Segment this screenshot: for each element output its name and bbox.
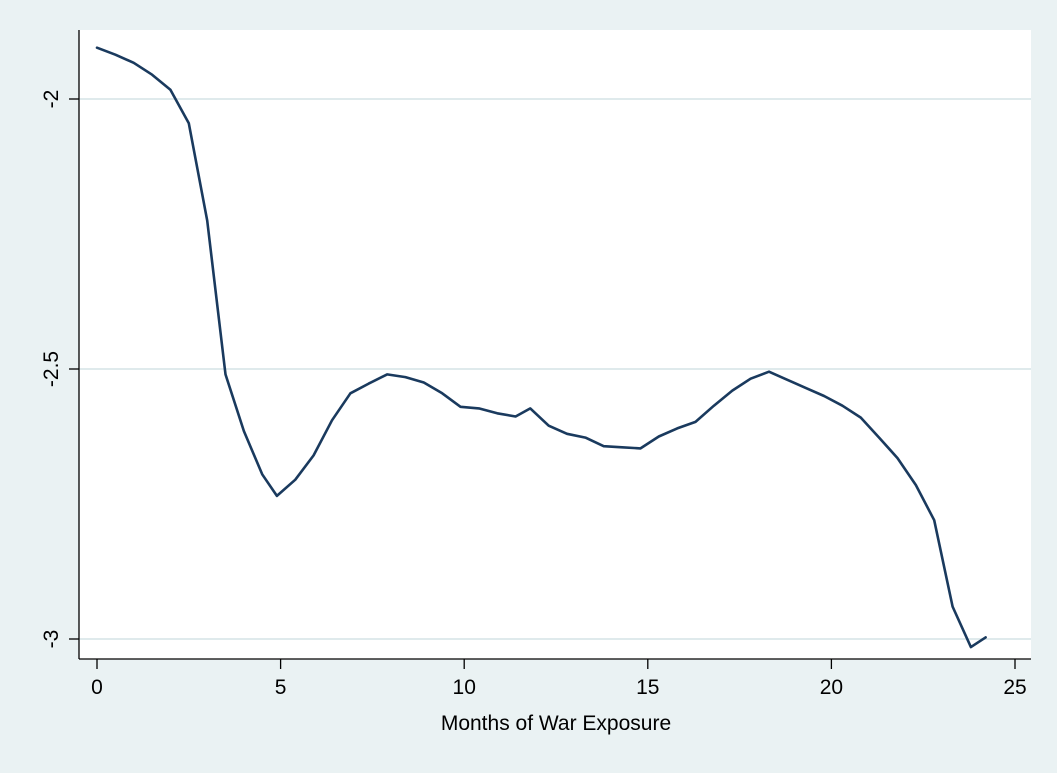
x-tick-label: 5 [275,676,287,699]
x-axis-label: Months of War Exposure [441,712,671,735]
y-tick-label: -3 [40,630,63,649]
plot-area [79,30,1031,659]
y-tick-label: -2.5 [40,351,63,387]
x-tick-label: 25 [1003,676,1026,699]
x-tick-label: 20 [820,676,843,699]
gridlines [79,98,1031,640]
x-tick-label: 0 [91,676,103,699]
x-tick-label: 10 [453,676,476,699]
x-tick-label: 15 [636,676,659,699]
y-axis-ticks: -3 -2.5 -2 [40,90,79,649]
y-tick-label: -2 [40,90,63,109]
x-axis-ticks: 0 5 10 15 20 25 [91,659,1027,699]
series-line [95,46,987,649]
